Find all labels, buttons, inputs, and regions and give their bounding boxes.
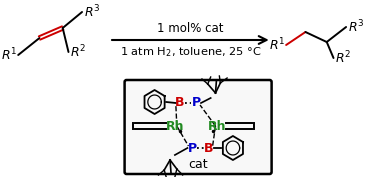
Text: cat: cat xyxy=(188,158,208,170)
Text: $R^2$: $R^2$ xyxy=(335,50,352,66)
Text: $R^2$: $R^2$ xyxy=(70,44,87,60)
Text: B: B xyxy=(175,96,184,110)
Text: 1 atm H$_2$, toluene, 25 °C: 1 atm H$_2$, toluene, 25 °C xyxy=(119,45,261,59)
Text: 1 mol% cat: 1 mol% cat xyxy=(157,22,224,35)
Text: $R^1$: $R^1$ xyxy=(269,37,285,53)
Text: $R^3$: $R^3$ xyxy=(348,19,364,35)
Text: Rh: Rh xyxy=(166,119,184,133)
Text: P: P xyxy=(188,141,197,155)
Text: $R^3$: $R^3$ xyxy=(84,4,101,20)
Text: B: B xyxy=(204,141,214,155)
FancyBboxPatch shape xyxy=(125,80,272,174)
Text: Rh: Rh xyxy=(208,119,227,133)
Text: P: P xyxy=(192,96,201,110)
Text: $R^1$: $R^1$ xyxy=(1,47,17,63)
